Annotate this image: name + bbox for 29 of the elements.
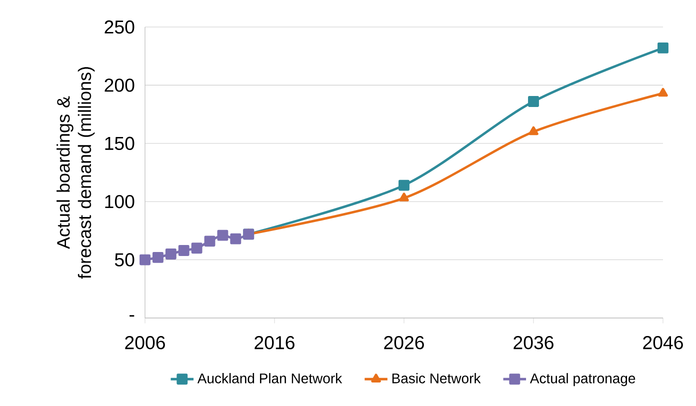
point (140, 254, 150, 266)
point (658, 42, 668, 54)
x-tick-label: 2026 (384, 336, 424, 350)
y-axis-title: Actual boardings & forecast demand (millions) (56, 67, 95, 279)
y-tick-label: 150 (105, 136, 134, 150)
x-tick-label: 2016 (254, 336, 294, 350)
point (399, 192, 409, 202)
x-tick-label: 2036 (514, 336, 554, 350)
y-tick-label: 200 (104, 78, 134, 92)
x-tick-label: 2046 (643, 336, 683, 350)
point (398, 180, 410, 191)
y-tick-label: 250 (104, 20, 134, 34)
x-tick-label: 2006 (125, 336, 165, 350)
legend-label: Actual patronage (530, 373, 636, 386)
point (217, 230, 228, 241)
point (204, 236, 216, 247)
point (165, 248, 176, 260)
point (658, 88, 668, 97)
y-tick-label: 100 (105, 194, 134, 208)
point (191, 242, 202, 254)
point (528, 96, 539, 107)
y-tick-label: 50 (114, 253, 134, 266)
legend-label: Basic Network (392, 373, 481, 384)
point (178, 245, 190, 256)
point (152, 252, 164, 263)
y-tick-label: - (130, 315, 134, 317)
point (230, 233, 242, 244)
legend-label: Auckland Plan Network (197, 373, 342, 384)
point (528, 126, 538, 136)
